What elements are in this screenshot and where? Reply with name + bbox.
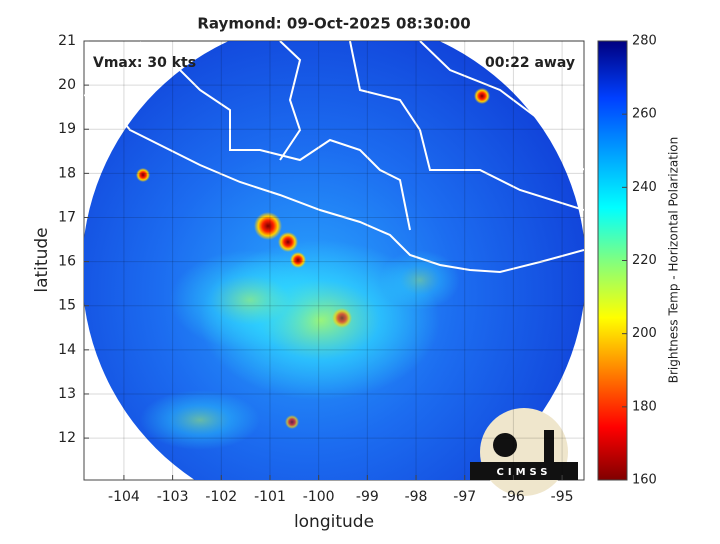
x-tick-label: -100 (303, 489, 335, 505)
x-tick-label: -98 (405, 489, 428, 505)
colorbar-tick-label: 220 (632, 253, 657, 268)
y-tick-label: 15 (58, 298, 76, 314)
colorbar-tick-label: 200 (632, 326, 657, 341)
colorbar-tick-label: 160 (632, 473, 657, 488)
x-tick-label: -99 (356, 489, 379, 505)
x-tick-label: -103 (157, 489, 189, 505)
x-tick-label: -101 (254, 489, 286, 505)
x-tick-label: -97 (453, 489, 476, 505)
logo: CIMSS (470, 408, 578, 496)
annotation: 00:22 away (485, 55, 575, 71)
y-tick-label: 14 (58, 342, 76, 358)
x-axis-label: longitude (294, 512, 374, 532)
y-tick-label: 20 (58, 77, 76, 93)
y-tick-label: 21 (58, 33, 76, 49)
x-tick-label: -102 (205, 489, 237, 505)
colorbar-tick-label: 260 (632, 107, 657, 122)
y-tick-label: 13 (58, 386, 76, 402)
colorbar-tick-label: 240 (632, 180, 657, 195)
y-tick-label: 17 (58, 209, 76, 225)
chart-title: Raymond: 09-Oct-2025 08:30:00 (197, 15, 470, 33)
logo-text: CIMSS (497, 467, 552, 478)
x-tick-label: -95 (551, 489, 574, 505)
colorbar-tick-label: 180 (632, 399, 657, 414)
y-tick-label: 19 (58, 121, 76, 137)
colorbar-label: Brightness Temp - Horizontal Polarizatio… (667, 137, 681, 384)
y-tick-label: 12 (58, 430, 76, 446)
satellite-image (84, 41, 584, 480)
colorbar-tick-label: 280 (632, 34, 657, 49)
y-tick-label: 18 (58, 165, 76, 181)
y-tick-label: 16 (58, 254, 76, 270)
x-tick-label: -96 (502, 489, 525, 505)
annotation: Vmax: 30 kts (93, 55, 196, 71)
y-axis-label: latitude (32, 227, 52, 292)
x-tick-label: -104 (108, 489, 140, 505)
